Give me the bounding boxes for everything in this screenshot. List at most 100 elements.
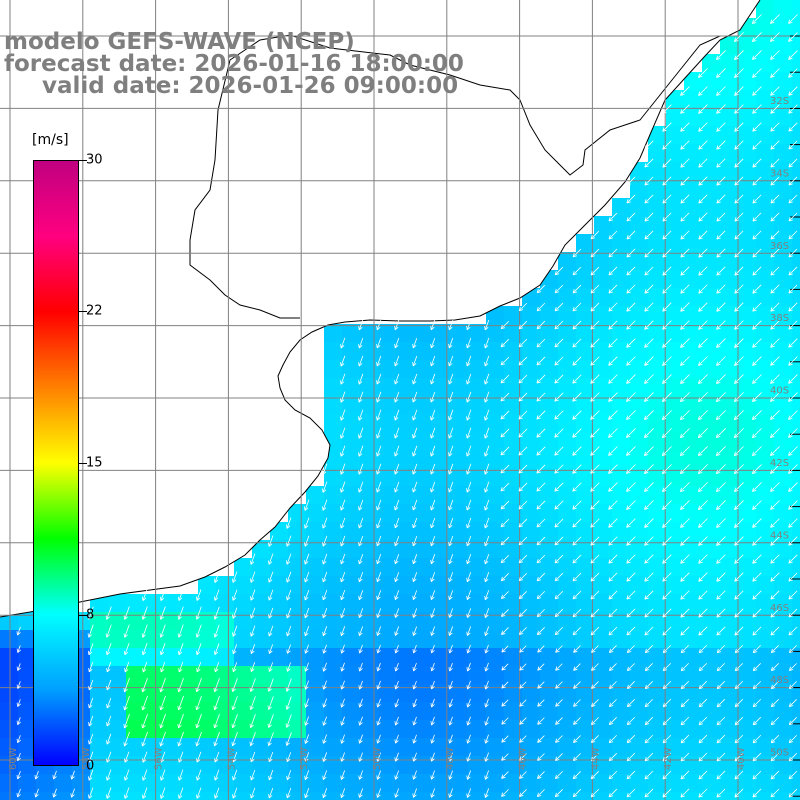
wind-arrow xyxy=(268,752,274,763)
wind-arrow xyxy=(500,338,510,348)
field-cell xyxy=(630,396,649,415)
wind-arrow xyxy=(644,212,654,222)
field-cell xyxy=(414,540,433,559)
wind-arrow xyxy=(466,517,472,529)
wind-arrow xyxy=(340,445,346,457)
field-cell xyxy=(756,54,775,73)
field-cell xyxy=(108,630,127,649)
wind-arrow xyxy=(752,68,762,78)
wind-arrow xyxy=(680,608,690,618)
field-cell xyxy=(360,702,379,721)
valid-date: valid date: 2026-01-26 09:00:00 xyxy=(42,73,459,99)
wind-arrow xyxy=(448,409,454,421)
wind-arrow xyxy=(304,698,309,708)
wind-arrow xyxy=(680,770,690,780)
field-cell xyxy=(756,306,775,325)
field-cell xyxy=(684,108,703,127)
field-cell xyxy=(126,630,145,649)
field-cell xyxy=(756,126,775,145)
field-cell xyxy=(396,432,415,451)
wind-arrow xyxy=(322,463,328,475)
wind-arrow xyxy=(537,771,545,779)
field-cell xyxy=(414,630,433,649)
field-cell xyxy=(612,630,631,649)
field-cell xyxy=(774,216,793,235)
field-cell xyxy=(504,720,523,739)
field-cell xyxy=(378,396,397,415)
field-cell xyxy=(378,774,397,793)
field-cell xyxy=(90,666,109,685)
field-cell xyxy=(504,612,523,631)
wind-arrow xyxy=(376,662,381,672)
field-cell xyxy=(486,432,505,451)
field-cell xyxy=(252,774,271,793)
wind-arrow xyxy=(518,320,528,330)
wind-arrow xyxy=(448,373,454,385)
lat-label: 46S xyxy=(770,603,789,614)
wind-arrow xyxy=(518,374,528,384)
field-cell xyxy=(756,342,775,361)
field-cell xyxy=(648,378,667,397)
wind-arrow xyxy=(608,248,618,258)
field-cell xyxy=(216,684,235,703)
wind-arrow xyxy=(644,572,654,582)
field-cell xyxy=(702,522,721,541)
wind-arrow xyxy=(573,717,581,725)
wind-arrow xyxy=(644,266,654,276)
wind-arrow xyxy=(536,572,546,582)
field-cell xyxy=(648,720,667,739)
wind-arrow xyxy=(142,769,148,781)
wind-arrow xyxy=(430,734,435,744)
wind-arrow xyxy=(644,140,654,150)
wind-arrow xyxy=(662,734,672,744)
field-cell xyxy=(792,558,800,577)
wind-arrow xyxy=(484,535,490,547)
wind-arrow xyxy=(698,734,708,744)
lon-label: 42W xyxy=(663,747,674,770)
wind-arrow xyxy=(590,428,600,438)
field-cell xyxy=(504,756,523,775)
field-cell xyxy=(540,702,559,721)
wind-arrow xyxy=(412,409,418,421)
field-cell xyxy=(720,756,739,775)
field-cell xyxy=(630,522,649,541)
field-cell xyxy=(756,666,775,685)
field-cell xyxy=(774,198,793,217)
wind-arrow xyxy=(214,589,220,601)
wind-arrow xyxy=(680,374,690,384)
wind-arrow xyxy=(340,608,346,619)
wind-arrow xyxy=(734,356,744,366)
wind-arrow xyxy=(626,788,636,798)
field-cell xyxy=(684,540,703,559)
wind-arrow xyxy=(123,677,130,693)
field-cell xyxy=(648,612,667,631)
wind-arrow xyxy=(590,518,600,528)
wind-arrow xyxy=(734,482,744,492)
wind-arrow xyxy=(430,554,436,565)
field-cell xyxy=(342,666,361,685)
wind-arrow xyxy=(770,86,780,96)
field-cell xyxy=(90,630,109,649)
field-cell xyxy=(180,702,199,721)
wind-arrow xyxy=(734,32,744,42)
field-cell xyxy=(360,666,379,685)
wind-arrow xyxy=(716,644,726,654)
wind-arrow xyxy=(626,284,636,294)
field-cell xyxy=(576,360,595,379)
wind-arrow xyxy=(752,770,762,780)
wind-arrow xyxy=(752,572,762,582)
wind-arrow xyxy=(734,140,744,150)
field-cell xyxy=(756,738,775,757)
wind-arrow xyxy=(644,158,654,168)
wind-arrow xyxy=(554,626,564,636)
field-cell xyxy=(720,180,739,199)
wind-arrow xyxy=(518,392,528,402)
wind-arrow xyxy=(394,608,400,618)
wind-arrow xyxy=(752,176,762,186)
wind-arrow xyxy=(268,571,274,583)
field-cell xyxy=(396,450,415,469)
field-cell xyxy=(0,702,19,721)
wind-arrow xyxy=(626,518,636,528)
wind-arrow xyxy=(358,445,364,457)
field-cell xyxy=(720,594,739,613)
